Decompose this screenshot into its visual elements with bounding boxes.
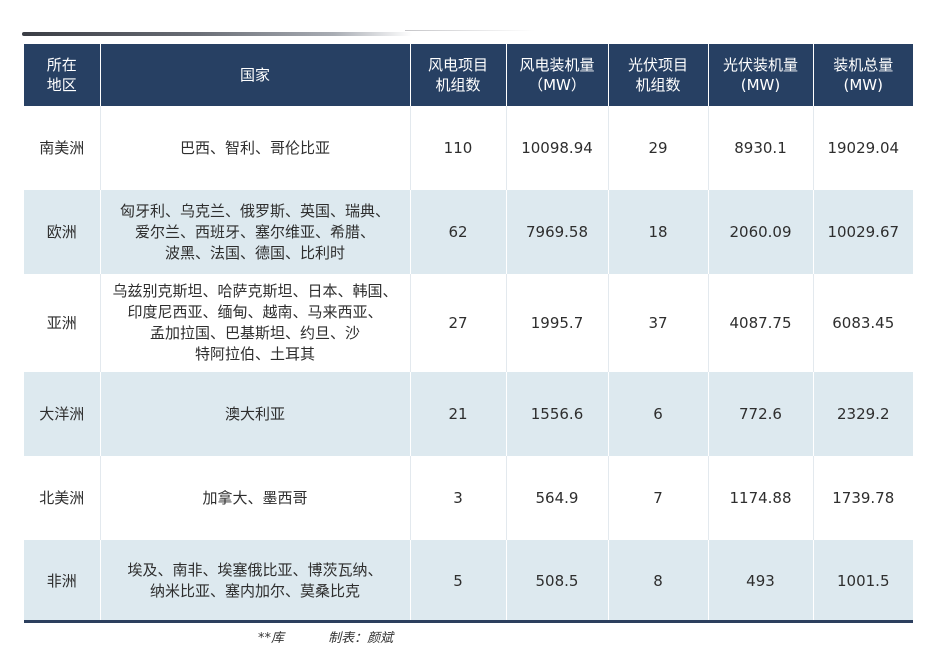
- cell-countries: 埃及、南非、埃塞俄比亚、博茨瓦纳、 纳米比亚、塞内加尔、莫桑比克: [99, 540, 410, 622]
- table-row: 非洲 埃及、南非、埃塞俄比亚、博茨瓦纳、 纳米比亚、塞内加尔、莫桑比克 5 50…: [24, 540, 913, 622]
- country-line: 爱尔兰、西班牙、塞尔维亚、希腊、: [134, 222, 375, 241]
- bottom-rule: [24, 620, 913, 623]
- cell-countries: 匈牙利、乌克兰、俄罗斯、英国、瑞典、 爱尔兰、西班牙、塞尔维亚、希腊、 波黑、法…: [99, 190, 410, 274]
- cell-wind-capacity: 564.9: [505, 456, 608, 540]
- cell-pv-units: 8: [607, 540, 708, 622]
- installed-capacity-table: 所在 地区 国家 风电项目 机组数 风电装机量 （MW） 光伏项目 机组数 光伏装机量(…: [24, 44, 913, 622]
- cell-total-capacity: 6083.45: [812, 274, 913, 372]
- header-wind-units: 风电项目 机组数: [409, 44, 506, 106]
- table-row: 北美洲 加拿大、墨西哥 3 564.9 7 1174.88 1739.78: [24, 456, 913, 540]
- cell-wind-capacity: 508.5: [505, 540, 608, 622]
- header-country: 国家: [99, 44, 410, 106]
- country-line: 波黑、法国、德国、比利时: [164, 243, 345, 262]
- cell-region: 南美洲: [24, 106, 100, 190]
- table-row: 大洋洲 澳大利亚 21 1556.6 6 772.6 2329.2: [24, 372, 913, 456]
- cell-region: 非洲: [24, 540, 100, 622]
- cell-wind-capacity: 1995.7: [505, 274, 608, 372]
- country-line: 纳米比亚、塞内加尔、莫桑比克: [149, 582, 360, 600]
- source-label: **库: [258, 631, 285, 646]
- header-pv-capacity: 光伏装机量 (MW): [707, 44, 813, 106]
- cell-countries: 加拿大、墨西哥: [99, 456, 410, 540]
- country-line: 孟加拉国、巴基斯坦、约旦、沙: [149, 324, 360, 342]
- cell-pv-capacity: 8930.1: [707, 106, 813, 190]
- cell-total-capacity: 1001.5: [812, 540, 913, 622]
- cell-pv-capacity: 772.6: [707, 372, 813, 456]
- cell-region: 北美洲: [24, 456, 100, 540]
- country-line: 印度尼西亚、缅甸、越南、马来西亚、: [127, 303, 383, 321]
- cell-region: 亚洲: [24, 274, 100, 372]
- cell-pv-units: 6: [607, 372, 708, 456]
- cell-wind-units: 27: [409, 274, 506, 372]
- cell-wind-units: 62: [409, 190, 506, 274]
- table-footer: **库 制表：颜斌: [258, 627, 393, 646]
- cell-wind-capacity: 10098.94: [505, 106, 608, 190]
- header-pv-units: 光伏项目 机组数: [607, 44, 708, 106]
- cell-pv-capacity: 1174.88: [707, 456, 813, 540]
- cell-wind-units: 5: [409, 540, 506, 622]
- cell-pv-units: 7: [607, 456, 708, 540]
- cell-pv-capacity: 2060.09: [707, 190, 813, 274]
- cell-pv-capacity: 493: [707, 540, 813, 622]
- cell-total-capacity: 1739.78: [812, 456, 913, 540]
- cell-countries: 巴西、智利、哥伦比亚: [99, 106, 410, 190]
- header-region: 所在 地区: [24, 44, 100, 106]
- table-row: 欧洲 匈牙利、乌克兰、俄罗斯、英国、瑞典、 爱尔兰、西班牙、塞尔维亚、希腊、 波…: [24, 190, 913, 274]
- country-line: 巴西、智利、哥伦比亚: [179, 138, 330, 157]
- country-line: 匈牙利、乌克兰、俄罗斯、英国、瑞典、: [119, 201, 390, 220]
- table-row: 南美洲 巴西、智利、哥伦比亚 110 10098.94 29 8930.1 19…: [24, 106, 913, 190]
- credit-label: 制表：颜斌: [328, 631, 394, 646]
- cell-countries: 澳大利亚: [99, 372, 410, 456]
- cell-countries: 乌兹别克斯坦、哈萨克斯坦、日本、韩国、 印度尼西亚、缅甸、越南、马来西亚、 孟加…: [99, 274, 410, 372]
- top-decorative-rule-fade: [405, 30, 535, 31]
- country-line: 澳大利亚: [224, 404, 285, 423]
- cell-wind-units: 3: [409, 456, 506, 540]
- cell-pv-units: 29: [607, 106, 708, 190]
- country-line: 特阿拉伯、土耳其: [194, 345, 315, 363]
- country-line: 埃及、南非、埃塞俄比亚、博茨瓦纳、: [127, 561, 383, 579]
- cell-pv-capacity: 4087.75: [707, 274, 813, 372]
- cell-total-capacity: 19029.04: [812, 106, 913, 190]
- country-line: 乌兹别克斯坦、哈萨克斯坦、日本、韩国、: [112, 282, 398, 300]
- cell-total-capacity: 10029.67: [812, 190, 913, 274]
- cell-wind-capacity: 7969.58: [505, 190, 608, 274]
- table-body: 南美洲 巴西、智利、哥伦比亚 110 10098.94 29 8930.1 19…: [24, 106, 913, 622]
- cell-region: 大洋洲: [24, 372, 100, 456]
- country-line: 加拿大、墨西哥: [202, 488, 308, 507]
- table-header: 所在 地区 国家 风电项目 机组数 风电装机量 （MW） 光伏项目 机组数 光伏装机量(…: [24, 44, 913, 106]
- header-wind-capacity: 风电装机量 （MW）: [505, 44, 608, 106]
- cell-pv-units: 37: [607, 274, 708, 372]
- cell-total-capacity: 2329.2: [812, 372, 913, 456]
- top-decorative-rule: [22, 32, 412, 36]
- cell-region: 欧洲: [24, 190, 100, 274]
- header-row: 所在 地区 国家 风电项目 机组数 风电装机量 （MW） 光伏项目 机组数 光伏装机量(…: [24, 44, 913, 106]
- cell-wind-units: 21: [409, 372, 506, 456]
- cell-wind-units: 110: [409, 106, 506, 190]
- cell-pv-units: 18: [607, 190, 708, 274]
- header-total-capacity: 装机总量 (MW): [812, 44, 913, 106]
- table-row: 亚洲 乌兹别克斯坦、哈萨克斯坦、日本、韩国、 印度尼西亚、缅甸、越南、马来西亚、…: [24, 274, 913, 372]
- cell-wind-capacity: 1556.6: [505, 372, 608, 456]
